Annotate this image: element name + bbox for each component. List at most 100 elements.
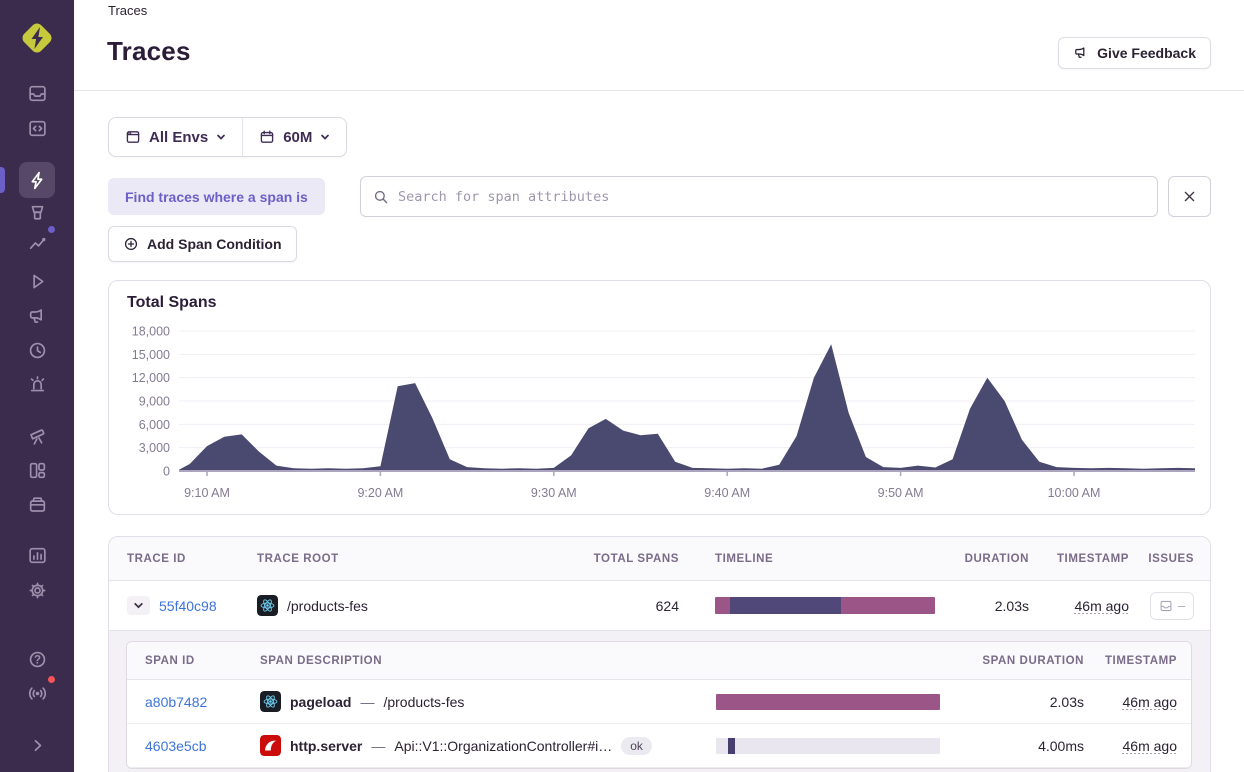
sidebar-item-releases[interactable] xyxy=(19,488,55,520)
clock-icon xyxy=(27,340,48,361)
span-duration: 4.00ms xyxy=(942,738,1084,754)
sidebar-item-discover[interactable] xyxy=(19,420,55,452)
traces-table-header: TRACE ID TRACE ROOT TOTAL SPANS TIMELINE… xyxy=(109,537,1210,581)
total-spans-area-chart: 03,0006,0009,00012,00015,00018,0009:10 A… xyxy=(109,281,1212,516)
span-timestamp[interactable]: 46m ago xyxy=(1123,738,1177,754)
span-row: 4603e5cb http.server — Api::V1::Organiza… xyxy=(127,724,1191,768)
sidebar-item-alerts[interactable] xyxy=(19,368,55,400)
environment-filter[interactable]: All Envs xyxy=(109,118,242,156)
issues-icon xyxy=(27,83,48,104)
svg-text:9,000: 9,000 xyxy=(139,395,170,409)
help-icon: ? xyxy=(27,649,48,670)
add-span-condition-label: Add Span Condition xyxy=(147,236,282,252)
archive-box-icon xyxy=(27,494,48,515)
span-duration: 2.03s xyxy=(942,694,1084,710)
sidebar-item-issues[interactable] xyxy=(19,77,55,109)
span-status-badge: ok xyxy=(621,737,652,755)
svg-text:10:00 AM: 10:00 AM xyxy=(1048,486,1101,500)
total-spans-value: 624 xyxy=(539,598,679,614)
col-timestamp: TIMESTAMP xyxy=(1029,553,1129,565)
sidebar-item-settings[interactable] xyxy=(19,574,55,606)
header-divider xyxy=(74,90,1244,91)
span-op: http.server xyxy=(290,738,362,754)
search-input[interactable] xyxy=(398,189,1145,205)
svg-text:9:30 AM: 9:30 AM xyxy=(531,486,577,500)
megaphone-icon xyxy=(27,306,48,327)
chevron-down-icon xyxy=(320,132,330,142)
span-timestamp[interactable]: 46m ago xyxy=(1123,694,1177,710)
sidebar-item-whats-new[interactable] xyxy=(19,677,55,709)
span-id-link[interactable]: 4603e5cb xyxy=(145,738,207,754)
spans-table: SPAN ID SPAN DESCRIPTION SPAN DURATION T… xyxy=(126,641,1192,769)
expanded-trace-section: SPAN ID SPAN DESCRIPTION SPAN DURATION T… xyxy=(109,631,1210,772)
stats-icon xyxy=(27,545,48,566)
trace-issues-button[interactable]: – xyxy=(1150,592,1194,620)
trace-issues-value: – xyxy=(1178,598,1185,613)
span-duration-bar xyxy=(716,738,940,754)
sidebar-item-traces[interactable] xyxy=(19,162,55,198)
sidebar: ? xyxy=(0,0,74,772)
trace-row: 55f40c98 /products-fes 624 2.03s 46m ago… xyxy=(109,581,1210,631)
sidebar-item-help[interactable]: ? xyxy=(19,643,55,675)
find-traces-chip-label: Find traces where a span is xyxy=(125,189,308,205)
sidebar-item-explore[interactable] xyxy=(19,112,55,144)
col-duration: DURATION xyxy=(935,553,1029,565)
span-duration-bar xyxy=(716,694,940,710)
svg-text:0: 0 xyxy=(163,465,170,479)
insights-chart-icon xyxy=(27,233,48,254)
active-nav-indicator xyxy=(0,167,5,193)
col-trace-id: TRACE ID xyxy=(127,553,257,565)
trace-root-label: /products-fes xyxy=(287,598,368,614)
insights-notification-dot xyxy=(46,224,57,235)
svg-text:?: ? xyxy=(33,654,40,666)
chevron-down-icon xyxy=(133,600,144,611)
col-span-duration: SPAN DURATION xyxy=(942,655,1084,667)
breadcrumb[interactable]: Traces xyxy=(108,3,147,18)
sidebar-item-replays[interactable] xyxy=(19,265,55,297)
col-trace-root: TRACE ROOT xyxy=(257,553,539,565)
svg-text:9:40 AM: 9:40 AM xyxy=(704,486,750,500)
profiling-icon xyxy=(27,203,48,224)
dashboards-icon xyxy=(27,460,48,481)
separator: — xyxy=(360,694,374,710)
collapse-trace-button[interactable] xyxy=(127,596,150,615)
clear-search-button[interactable] xyxy=(1168,176,1211,217)
sidebar-item-dashboards[interactable] xyxy=(19,454,55,486)
svg-text:3,000: 3,000 xyxy=(139,441,170,455)
span-description: Api::V1::OrganizationController#i… xyxy=(394,738,612,754)
code-folder-icon xyxy=(27,118,48,139)
whats-new-notification-dot xyxy=(46,674,57,685)
give-feedback-button[interactable]: Give Feedback xyxy=(1058,37,1211,69)
span-op: pageload xyxy=(290,694,351,710)
span-id-link[interactable]: a80b7482 xyxy=(145,694,207,710)
separator: — xyxy=(371,738,385,754)
react-icon xyxy=(257,595,278,616)
time-range-filter[interactable]: 60M xyxy=(243,118,346,156)
find-traces-chip: Find traces where a span is xyxy=(108,178,325,215)
svg-text:6,000: 6,000 xyxy=(139,418,170,432)
sidebar-collapse-toggle[interactable] xyxy=(19,729,55,761)
react-icon xyxy=(260,691,281,712)
trace-id-link[interactable]: 55f40c98 xyxy=(159,598,217,614)
col-timeline: TIMELINE xyxy=(715,553,935,565)
window-icon xyxy=(125,129,141,145)
search-box xyxy=(360,176,1158,217)
trace-timeline-bar xyxy=(715,597,935,614)
sentry-logo[interactable] xyxy=(17,18,57,58)
trace-timestamp[interactable]: 46m ago xyxy=(1075,598,1129,614)
sidebar-item-crons[interactable] xyxy=(19,334,55,366)
give-feedback-label: Give Feedback xyxy=(1097,45,1196,61)
svg-text:9:50 AM: 9:50 AM xyxy=(878,486,924,500)
environment-filter-label: All Envs xyxy=(149,129,208,146)
svg-text:12,000: 12,000 xyxy=(132,371,170,385)
time-range-filter-label: 60M xyxy=(283,129,312,146)
add-span-condition-button[interactable]: Add Span Condition xyxy=(108,226,297,262)
sidebar-item-stats[interactable] xyxy=(19,539,55,571)
spans-table-header: SPAN ID SPAN DESCRIPTION SPAN DURATION T… xyxy=(127,642,1191,680)
close-icon xyxy=(1182,189,1197,204)
play-icon xyxy=(27,271,48,292)
sidebar-item-feedback[interactable] xyxy=(19,300,55,332)
megaphone-icon xyxy=(1073,45,1089,61)
ruby-icon xyxy=(260,735,281,756)
sidebar-item-insights[interactable] xyxy=(19,227,55,259)
